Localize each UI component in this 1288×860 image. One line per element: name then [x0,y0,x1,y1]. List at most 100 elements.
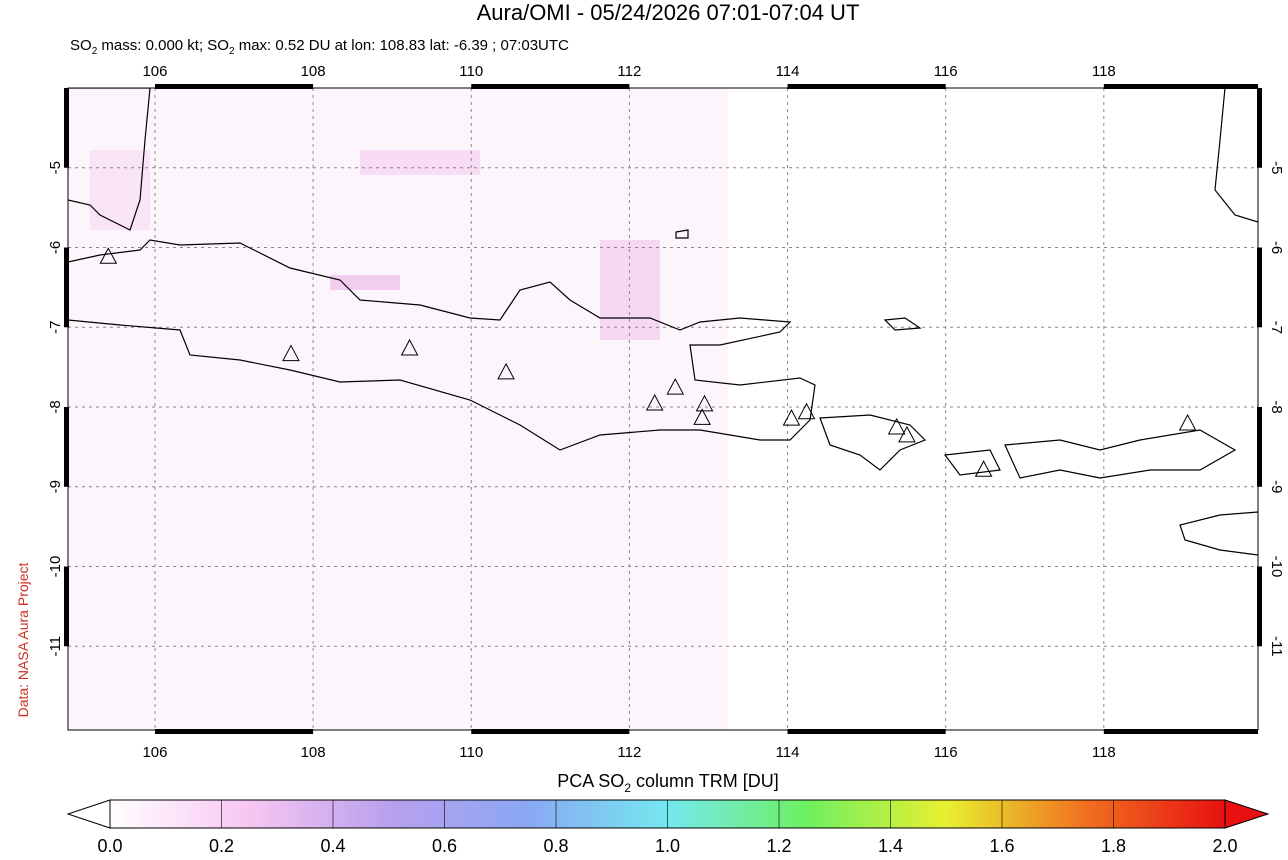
x-tick-label: 118 [1092,63,1116,80]
y-tick-label: -10 [47,556,64,578]
y-tick-label: -8 [47,400,64,413]
colorbar-tick-label: 2.0 [1212,836,1237,855]
y-tick-label: -9 [47,480,64,493]
colorbar-under [66,799,111,829]
subtitle-sub: 2 [92,46,98,57]
x-tick-label: 116 [934,744,958,761]
coastline [1179,511,1258,556]
map-area [68,88,1258,730]
colorbar-tick-label: 1.0 [655,836,680,855]
colorbar-tick-label: 0.8 [543,836,568,855]
subtitle-part: mass: 0.000 kt; SO [97,37,229,54]
colorbar: 0.0 0.2 0.4 0.6 0.8 1.0 1.2 1.4 1.6 1.8 2.0 [66,799,1270,856]
frame-bar [154,729,314,734]
volcano-marker [693,408,711,425]
colorbar-tick-label: 1.6 [989,836,1014,855]
volcano-marker [400,338,419,356]
subtitle: SO2 mass: 0.000 kt; SO2 max: 0.52 DU at … [70,37,569,57]
x-tick-label: 114 [776,63,800,80]
title: Aura/OMI - 05/24/2026 07:01-07:04 UT [477,0,860,25]
volcanoes [99,247,1197,477]
frame-bar [1257,407,1262,487]
credit: Data: NASA Aura Project [15,562,31,717]
x-tick-label: 114 [776,744,800,761]
x-tick-label: 106 [142,744,167,761]
frame-bar [1257,247,1262,328]
so2-field [600,240,660,340]
volcano-marker [695,394,714,412]
coastline [68,239,816,451]
colorbar-tick-label: 1.8 [1101,836,1126,855]
volcano-marker [797,402,816,420]
y-tick-label: -7 [47,321,64,334]
coastline [1214,88,1258,223]
frame-bar [471,729,630,734]
colorbar-label-part: PCA SO [557,771,624,791]
frame-bar [1103,84,1258,89]
volcano-marker [782,409,801,426]
y-tick-label: -6 [1268,241,1285,254]
y-tick-label: -11 [1268,636,1285,657]
volcano-marker [666,378,685,395]
y-tick-label: -6 [47,241,64,254]
colorbar-tick-label: 1.2 [766,836,791,855]
subtitle-part: SO [70,37,92,54]
x-tick-label: 112 [617,63,641,80]
x-tick-label: 108 [301,63,326,80]
colorbar-tick-label: 0.6 [432,836,457,855]
subtitle-sub: 2 [229,46,235,57]
colorbar-tick-label: 1.4 [878,836,903,855]
y-tick-label: -8 [1268,400,1285,413]
volcano-marker [887,417,906,435]
y-tick-label: -5 [1268,161,1285,174]
frame-bar [1257,566,1262,647]
y-tick-label: -5 [47,161,64,174]
frame-bar [154,84,314,89]
y-tick-label: -7 [1268,321,1285,334]
y-tick-label: -9 [1268,480,1285,493]
colorbar-tick-label: 0.0 [97,836,122,855]
volcano-marker [974,460,993,477]
so2-field [360,150,480,175]
colorbar-tick-label: 0.2 [209,836,234,855]
frame-bar [1103,729,1258,734]
volcano-marker [99,247,118,264]
x-tick-label: 118 [1092,744,1116,761]
x-tick-label: 110 [459,744,483,761]
volcano-marker [282,344,300,362]
frame-bar [64,247,69,328]
coastline [819,414,927,471]
frame-bar [64,88,69,168]
so2-field [90,150,150,230]
x-tick-label: 106 [142,63,167,80]
x-tick-label: 112 [617,744,641,761]
coastline [675,229,922,331]
colorbar-label-part: column TRM [DU] [631,771,779,791]
volcano-marker [898,425,916,443]
x-tick-label: 108 [301,744,326,761]
colorbar-label-sub: 2 [624,781,631,795]
map-border [67,87,1259,731]
grid [68,88,1258,730]
frame-bar [787,729,946,734]
frame-bar [787,84,946,89]
subtitle-part: max: 0.52 DU at lon: 108.83 lat: -6.39 ;… [235,37,570,54]
x-tick-label: 116 [934,63,958,80]
so2-field [330,275,400,290]
coastline [943,449,1001,476]
volcano-marker [497,362,515,380]
volcano-marker [1178,413,1197,431]
coastline [1004,429,1237,479]
y-tick-label: -11 [47,636,64,657]
map-frame: 106 106 108 108 110 110 112 112 114 114 116 116 118 1… [47,63,1285,761]
volcano-marker [645,393,664,411]
coastline [68,88,151,231]
colorbar-over [1224,799,1270,829]
frame-bar [471,84,630,89]
so2-field [68,88,728,730]
colorbar-tick-label: 0.4 [320,836,345,855]
frame-bar [64,407,69,487]
colorbar-label: PCA SO2 column TRM [DU] [557,771,778,795]
frame-bar [64,566,69,647]
